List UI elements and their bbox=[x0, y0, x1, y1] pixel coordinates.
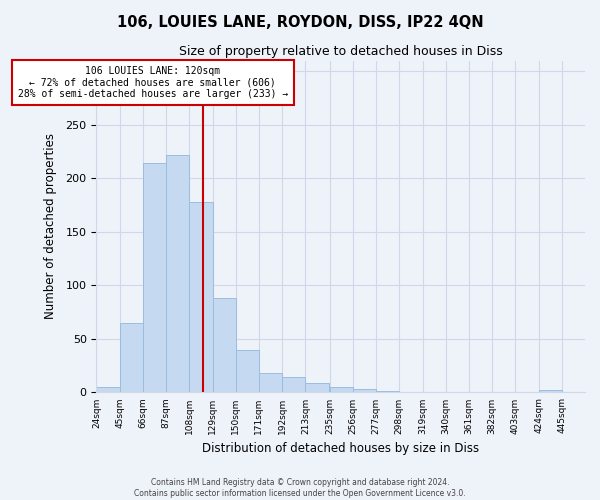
X-axis label: Distribution of detached houses by size in Diss: Distribution of detached houses by size … bbox=[202, 442, 479, 455]
Bar bbox=[329, 387, 353, 392]
Bar bbox=[143, 164, 166, 392]
Text: Contains HM Land Registry data © Crown copyright and database right 2024.
Contai: Contains HM Land Registry data © Crown c… bbox=[134, 478, 466, 498]
Text: 106, LOUIES LANE, ROYDON, DISS, IP22 4QN: 106, LOUIES LANE, ROYDON, DISS, IP22 4QN bbox=[116, 15, 484, 30]
Bar bbox=[119, 323, 143, 392]
Bar bbox=[539, 390, 562, 392]
Bar bbox=[190, 202, 212, 392]
Title: Size of property relative to detached houses in Diss: Size of property relative to detached ho… bbox=[179, 45, 503, 58]
Text: 106 LOUIES LANE: 120sqm
← 72% of detached houses are smaller (606)
28% of semi-d: 106 LOUIES LANE: 120sqm ← 72% of detache… bbox=[18, 66, 288, 99]
Bar bbox=[259, 373, 282, 392]
Bar bbox=[97, 387, 119, 392]
Bar bbox=[305, 383, 329, 392]
Bar bbox=[282, 378, 305, 392]
Bar bbox=[353, 389, 376, 392]
Y-axis label: Number of detached properties: Number of detached properties bbox=[44, 134, 57, 320]
Bar bbox=[166, 155, 190, 392]
Bar bbox=[212, 298, 236, 392]
Bar bbox=[236, 350, 259, 393]
